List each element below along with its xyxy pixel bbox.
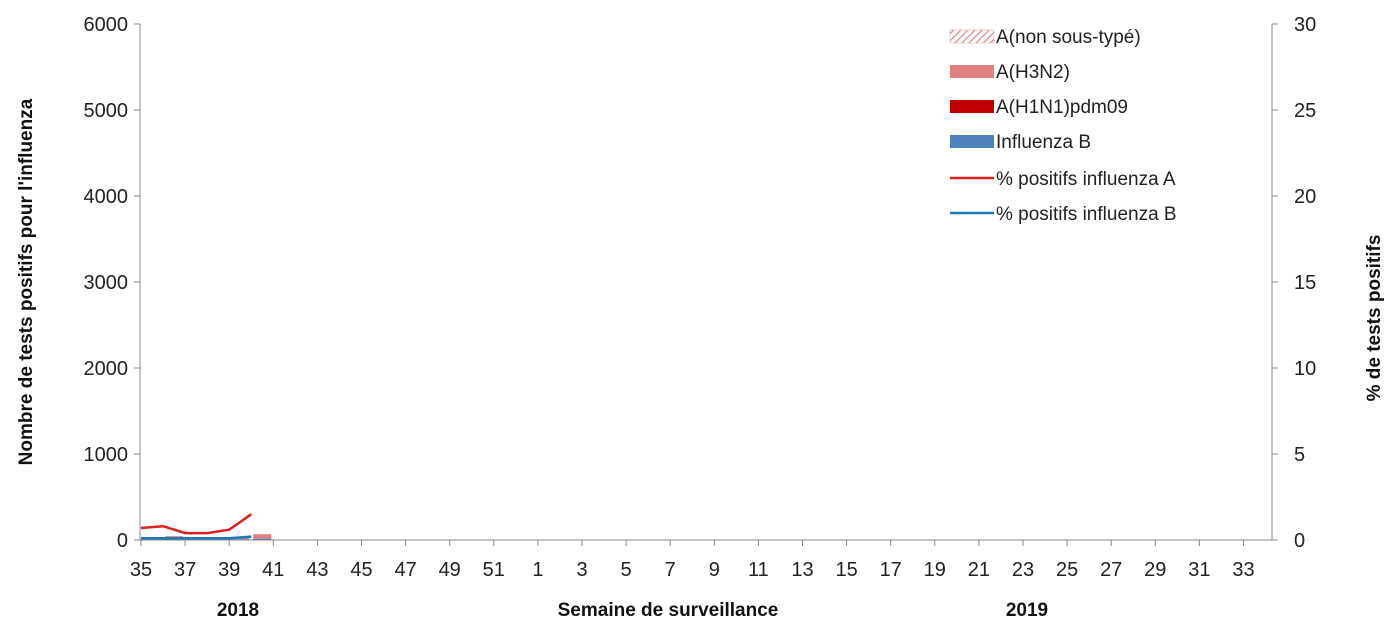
legend-swatch-influenza-b bbox=[950, 135, 994, 148]
y-left-tick-label: 3000 bbox=[84, 272, 129, 294]
y-right-tick-label: 25 bbox=[1294, 100, 1316, 122]
left-y-ticks: 0 1000 2000 3000 4000 5000 6000 bbox=[84, 14, 140, 552]
legend-label-pct-a: % positifs influenza A bbox=[996, 169, 1176, 190]
y-right-tick-label: 5 bbox=[1294, 444, 1305, 466]
x-tick-label: 9 bbox=[709, 559, 720, 581]
legend-label-a-non-sous-type: A(non sous-typé) bbox=[996, 27, 1141, 48]
legend-swatch-a-h1n1 bbox=[950, 100, 994, 113]
y-axis-left-title: Nombre de tests positifs pour l'influenz… bbox=[16, 98, 37, 465]
x-tick-label: 45 bbox=[350, 559, 372, 581]
bar-influenza-b-week-39 bbox=[231, 539, 250, 540]
x-axis-title: Semaine de surveillance bbox=[558, 600, 779, 621]
bar-influenza-b-week-36 bbox=[165, 539, 184, 541]
x-tick-label: 51 bbox=[483, 559, 505, 581]
x-tick-label: 41 bbox=[262, 559, 284, 581]
legend-label-a-h1n1: A(H1N1)pdm09 bbox=[996, 97, 1128, 118]
x-tick-label: 27 bbox=[1100, 559, 1122, 581]
x-tick-label: 13 bbox=[791, 559, 813, 581]
legend-label-influenza-b: Influenza B bbox=[996, 132, 1091, 153]
year-label-2019: 2019 bbox=[1006, 600, 1048, 621]
legend: A(non sous-typé) A(H3N2) A(H1N1)pdm09 In… bbox=[949, 27, 1177, 225]
x-ticks: 35 37 39 41 43 45 47 49 51 1 3 5 7 9 11 13 15 17 19 21 23 25 2… bbox=[130, 540, 1255, 581]
x-tick-label: 5 bbox=[621, 559, 632, 581]
y-left-tick-label: 6000 bbox=[84, 14, 129, 36]
legend-swatch-a-h3n2 bbox=[950, 65, 994, 78]
x-tick-label: 49 bbox=[439, 559, 461, 581]
y-left-tick-label: 0 bbox=[117, 530, 128, 552]
x-tick-label: 15 bbox=[835, 559, 857, 581]
y-right-tick-label: 15 bbox=[1294, 272, 1316, 294]
x-tick-label: 37 bbox=[174, 559, 196, 581]
y-right-tick-label: 20 bbox=[1294, 186, 1316, 208]
x-tick-label: 3 bbox=[576, 559, 587, 581]
x-tick-label: 11 bbox=[748, 559, 769, 581]
y-left-tick-label: 5000 bbox=[84, 100, 129, 122]
x-tick-label: 7 bbox=[665, 559, 676, 581]
y-left-tick-label: 2000 bbox=[84, 358, 129, 380]
x-tick-label: 33 bbox=[1232, 559, 1254, 581]
y-left-tick-label: 1000 bbox=[84, 444, 129, 466]
right-y-ticks: 0 5 10 15 20 25 30 bbox=[1272, 14, 1316, 552]
y-right-tick-label: 10 bbox=[1294, 358, 1316, 380]
x-tick-label: 25 bbox=[1056, 559, 1078, 581]
bar-influenza-b-week-38 bbox=[209, 539, 228, 541]
line-positifs-influenza-b bbox=[141, 535, 252, 540]
bar-influenza-b-week-37 bbox=[187, 539, 206, 541]
x-tick-label: 21 bbox=[968, 559, 990, 581]
line-positifs-influenza-a bbox=[140, 513, 253, 535]
x-tick-label: 43 bbox=[306, 559, 328, 581]
bar-influenza-b-week-40 bbox=[253, 538, 272, 540]
x-tick-label: 23 bbox=[1012, 559, 1034, 581]
legend-label-pct-b: % positifs influenza B bbox=[996, 204, 1177, 225]
y-left-tick-label: 4000 bbox=[84, 186, 129, 208]
lines bbox=[140, 513, 253, 540]
x-tick-label: 35 bbox=[130, 559, 152, 581]
x-tick-label: 39 bbox=[218, 559, 240, 581]
x-tick-label: 17 bbox=[880, 559, 902, 581]
y-axis-right-title: % de tests positifs bbox=[1364, 235, 1384, 402]
y-right-tick-label: 30 bbox=[1294, 14, 1316, 36]
x-tick-label: 29 bbox=[1144, 559, 1166, 581]
legend-swatch-a-non-sous-type bbox=[949, 29, 995, 44]
x-tick-label: 47 bbox=[394, 559, 416, 581]
x-tick-label: 1 bbox=[532, 559, 543, 581]
x-tick-label: 19 bbox=[924, 559, 946, 581]
y-right-tick-label: 0 bbox=[1294, 530, 1305, 552]
legend-label-a-h3n2: A(H3N2) bbox=[996, 62, 1070, 83]
bar-influenza-b-week-35 bbox=[142, 539, 162, 541]
x-tick-label: 31 bbox=[1188, 559, 1210, 581]
year-label-2018: 2018 bbox=[217, 600, 259, 621]
bar-a-h3n2-week-40 bbox=[253, 534, 272, 539]
